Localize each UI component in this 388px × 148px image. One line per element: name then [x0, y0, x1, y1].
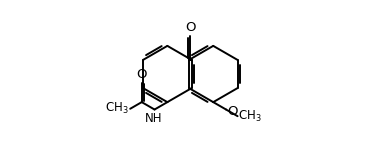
Text: O: O — [227, 104, 237, 118]
Text: NH: NH — [145, 112, 163, 125]
Text: O: O — [137, 68, 147, 81]
Text: O: O — [185, 21, 196, 34]
Text: CH$_3$: CH$_3$ — [238, 109, 262, 124]
Text: CH$_3$: CH$_3$ — [105, 101, 129, 116]
